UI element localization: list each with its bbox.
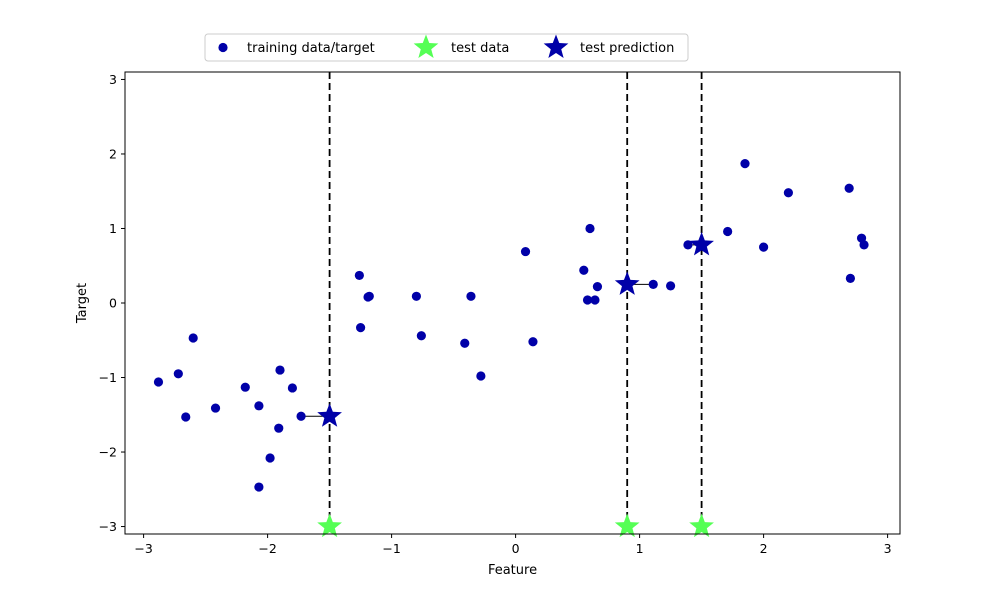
training-point xyxy=(859,240,869,250)
legend-label: training data/target xyxy=(247,41,375,56)
test-data-star xyxy=(317,513,342,538)
training-point xyxy=(354,270,364,281)
x-tick-label: 0 xyxy=(512,541,520,556)
y-axis-label: Target xyxy=(75,283,90,324)
x-tick-label: −1 xyxy=(382,541,400,556)
x-tick-label: 1 xyxy=(636,541,644,556)
training-point xyxy=(210,403,221,413)
axes: −3 −2 −1 0 1 2 3 −3 −2 −1 0 1 2 3 xyxy=(99,71,901,556)
training-point xyxy=(254,401,264,411)
legend-marker-star xyxy=(543,34,569,59)
legend-label: test prediction xyxy=(580,41,674,56)
legend-marker-circle xyxy=(218,42,228,53)
training-point xyxy=(188,333,198,343)
training-point xyxy=(296,411,306,421)
training-point xyxy=(173,369,183,379)
training-point xyxy=(364,291,374,301)
training-point xyxy=(528,337,538,347)
legend-label: test data xyxy=(451,41,509,56)
y-tick-label: 1 xyxy=(109,221,117,236)
training-point xyxy=(476,371,486,381)
training-point xyxy=(783,188,794,198)
training-point xyxy=(460,338,470,348)
test-prediction-star xyxy=(317,403,342,427)
training-point xyxy=(759,242,769,252)
training-point xyxy=(740,159,750,169)
training-point xyxy=(585,223,595,234)
y-tick-label: −2 xyxy=(99,445,117,460)
y-tick-label: 3 xyxy=(109,72,117,87)
training-point xyxy=(466,291,476,301)
training-point xyxy=(520,246,531,257)
x-axis-label: Feature xyxy=(488,563,537,578)
x-tick-label: −2 xyxy=(258,541,276,556)
test-prediction-star xyxy=(614,271,640,295)
training-point xyxy=(254,482,264,492)
training-point xyxy=(844,183,854,193)
chart-marks xyxy=(153,72,869,538)
legend: training data/target test data test predic… xyxy=(204,33,689,62)
test-data-star xyxy=(614,513,640,538)
legend-marker-star xyxy=(413,34,439,59)
x-tick-label: 3 xyxy=(884,541,892,556)
training-point xyxy=(411,291,421,301)
training-point xyxy=(582,295,593,305)
training-point xyxy=(592,282,603,292)
y-tick-label: 2 xyxy=(109,146,117,161)
training-point xyxy=(265,453,275,463)
test-data-star xyxy=(689,513,714,538)
y-tick-label: 0 xyxy=(109,296,117,311)
training-point xyxy=(274,423,284,433)
training-point xyxy=(153,377,164,387)
plot-background xyxy=(125,72,900,534)
training-point xyxy=(666,281,676,291)
legend-box xyxy=(204,33,689,62)
y-tick-label: −3 xyxy=(99,519,117,534)
training-point xyxy=(181,412,191,422)
y-tick-label: −1 xyxy=(99,370,117,385)
training-point xyxy=(287,383,297,393)
x-tick-label: 2 xyxy=(760,541,768,556)
training-point xyxy=(275,365,285,375)
training-point xyxy=(416,331,426,341)
x-tick-label: −3 xyxy=(134,541,152,556)
test-prediction-star xyxy=(689,231,714,256)
training-point xyxy=(648,279,658,289)
training-point xyxy=(723,226,733,237)
training-point xyxy=(683,240,693,250)
training-point xyxy=(845,273,856,284)
training-point xyxy=(590,295,600,305)
training-point xyxy=(240,382,250,392)
training-point xyxy=(356,322,366,333)
plot-area xyxy=(125,72,900,534)
training-point xyxy=(579,265,589,275)
